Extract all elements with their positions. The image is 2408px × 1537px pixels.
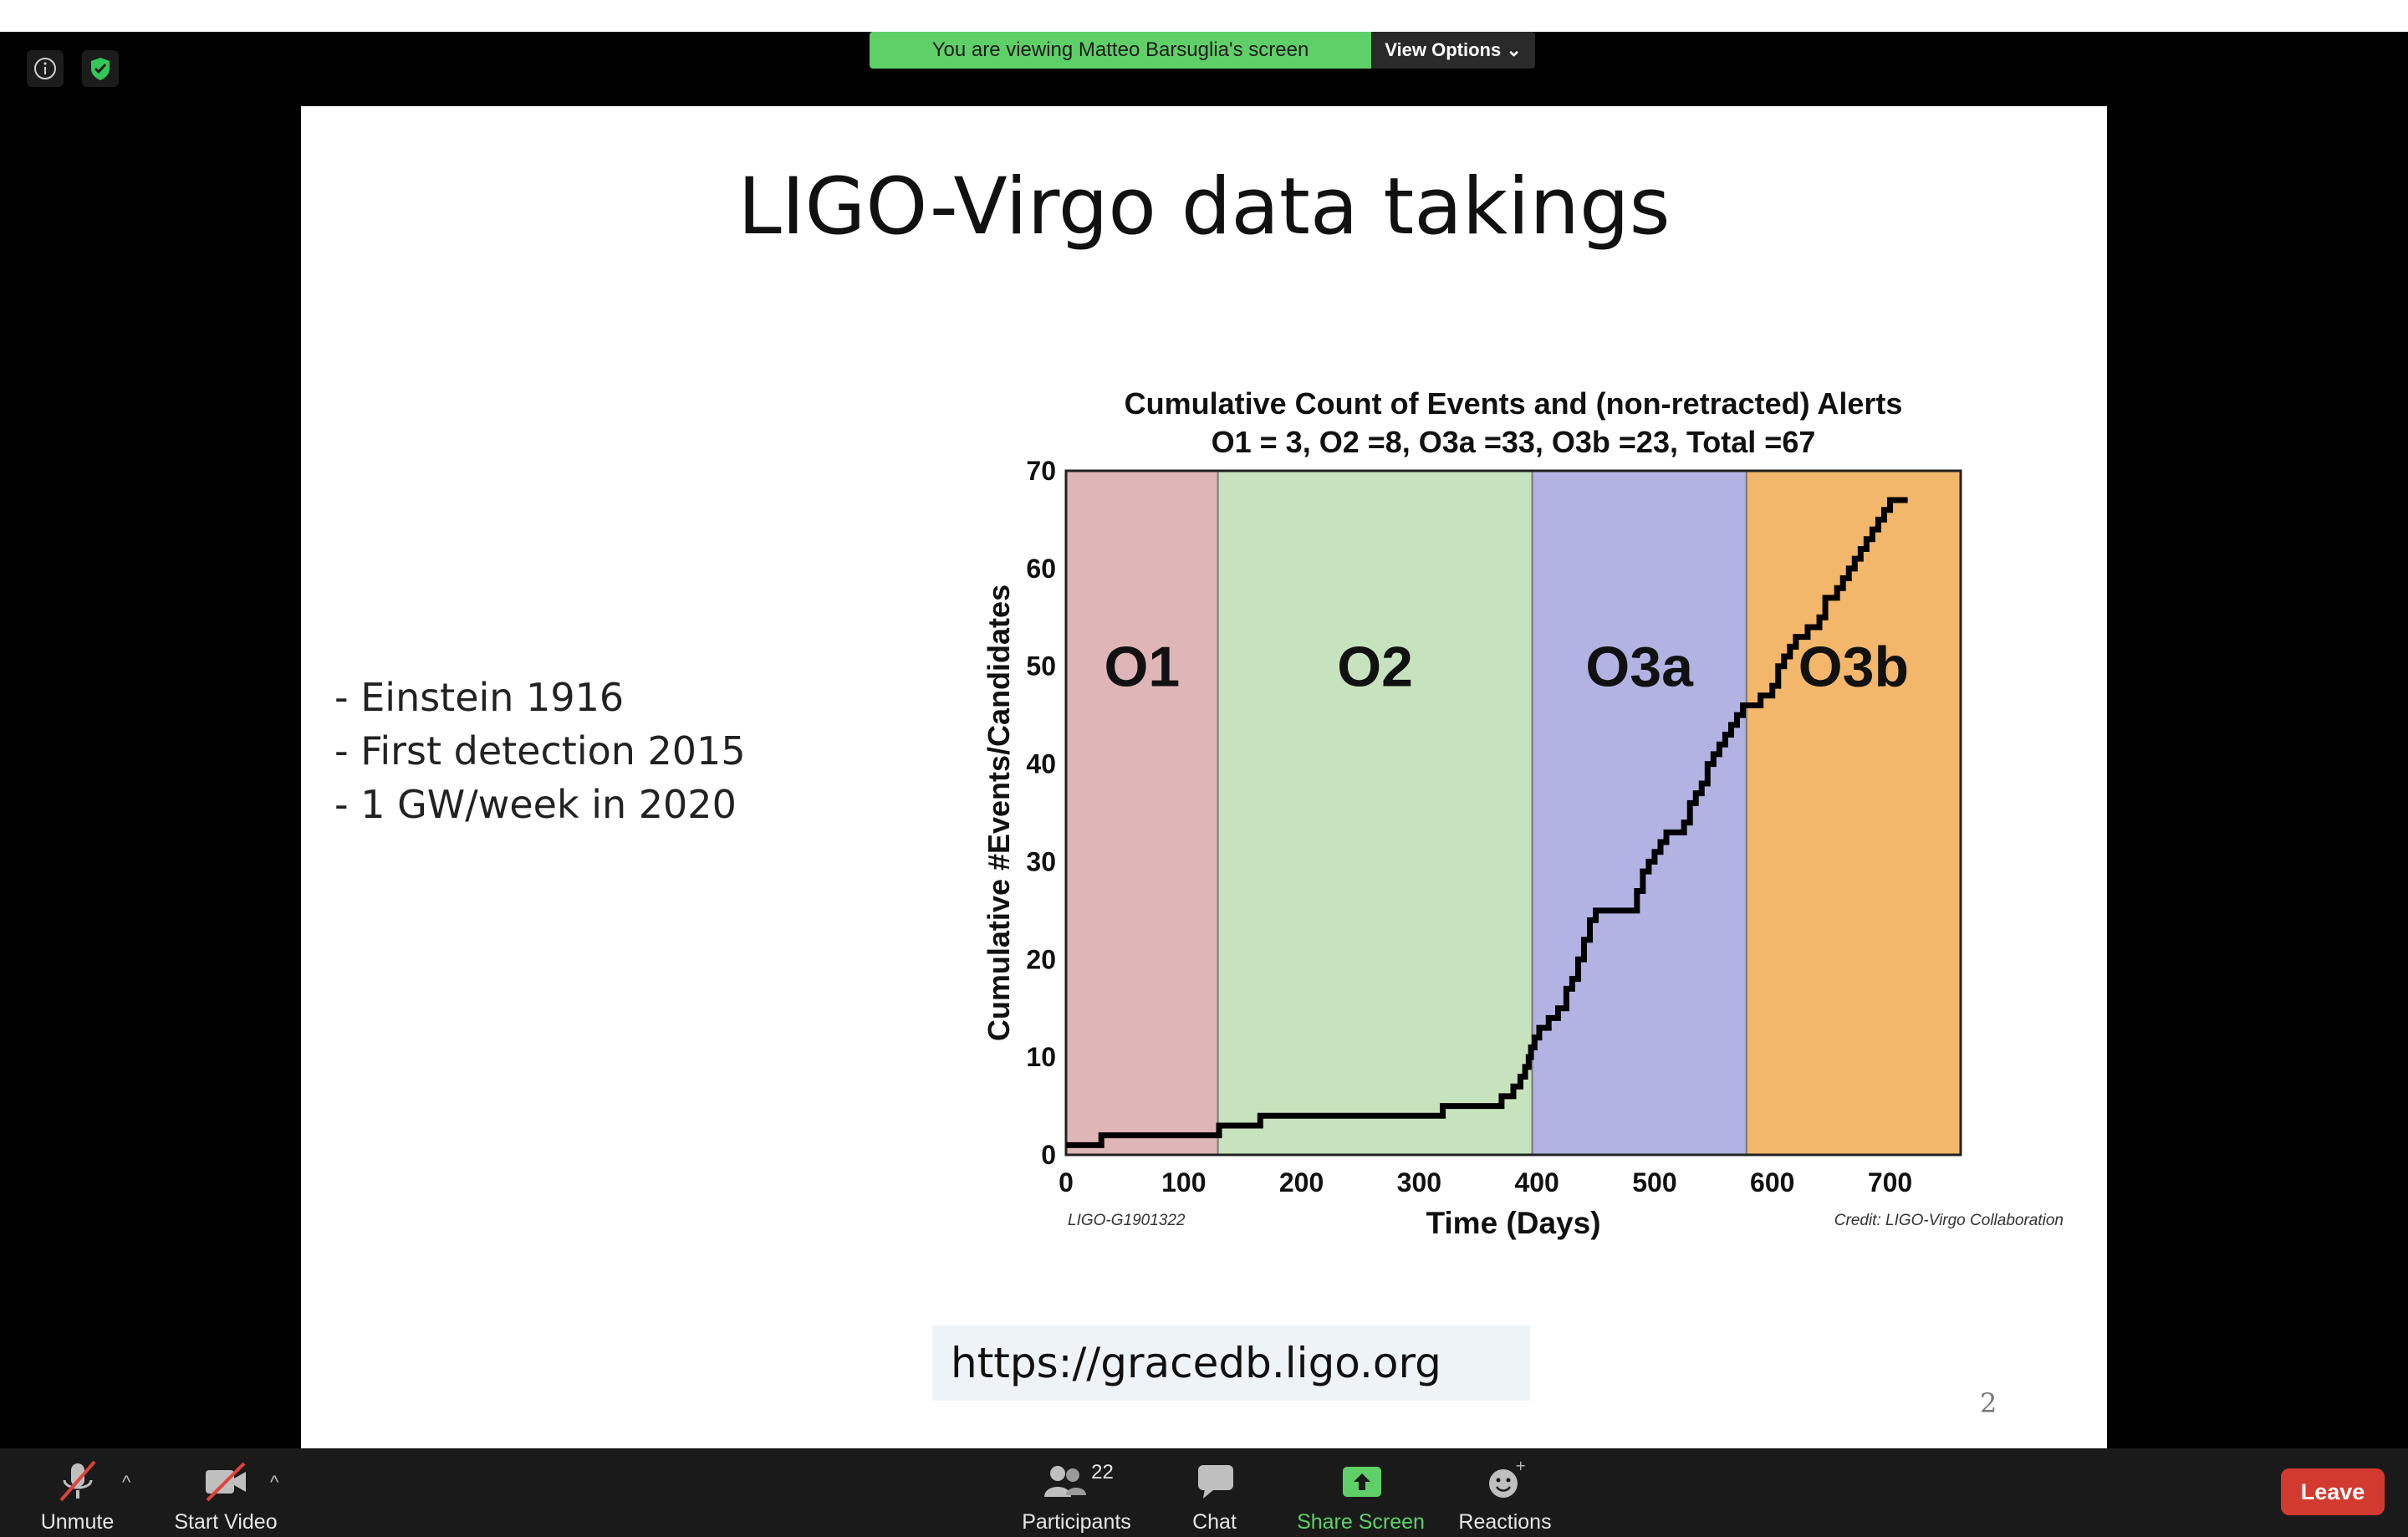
gracedb-url: https://gracedb.ligo.org xyxy=(932,1325,1530,1401)
bullet-list: - Einstein 1916 - First detection 2015 -… xyxy=(334,671,746,831)
viewing-message: You are viewing Matteo Barsuglia's scree… xyxy=(870,32,1371,69)
y-tick-label: 20 xyxy=(1026,944,1056,974)
y-tick-label: 70 xyxy=(1026,456,1056,486)
share-screen-label: Share Screen xyxy=(1297,1510,1425,1534)
slide-page-number: 2 xyxy=(1980,1387,1997,1419)
cumulative-events-chart: O1 O2 O3a O3b 0 100 200 300 400 500 600 700 0 10 20 30 4… xyxy=(982,386,2064,1240)
info-icon[interactable] xyxy=(27,50,64,87)
chat-icon xyxy=(1179,1457,1250,1507)
reactions-icon: + xyxy=(1455,1457,1555,1507)
reactions-label: Reactions xyxy=(1458,1510,1552,1534)
x-tick-label: 300 xyxy=(1397,1167,1441,1197)
video-off-icon xyxy=(167,1457,284,1507)
y-axis-label: Cumulative #Events/Candidates xyxy=(982,585,1016,1041)
region-label: O3b xyxy=(1798,636,1909,699)
y-tick-label: 30 xyxy=(1026,846,1056,876)
chart-footer-left: LIGO-G1901322 xyxy=(1068,1212,1186,1229)
x-axis-label: Time (Days) xyxy=(1426,1206,1600,1240)
participants-count: 22 xyxy=(1091,1461,1114,1483)
participants-label: Participants xyxy=(1022,1510,1131,1534)
view-options-button[interactable]: View Options ⌄ xyxy=(1371,32,1535,69)
y-tick-label: 50 xyxy=(1026,651,1056,682)
x-tick-label: 500 xyxy=(1632,1167,1676,1197)
x-tick-label: 400 xyxy=(1514,1167,1559,1197)
bullet-item: - First detection 2015 xyxy=(334,728,746,774)
region-o2 xyxy=(1217,471,1533,1155)
start-video-button[interactable]: Start Video xyxy=(167,1457,284,1534)
chevron-down-icon: ⌄ xyxy=(1506,39,1522,60)
region-o3a xyxy=(1532,471,1747,1155)
plot-frame xyxy=(1064,469,1962,1157)
region-label: O2 xyxy=(1337,636,1413,699)
chart-title: Cumulative Count of Events and (non-retr… xyxy=(1125,386,1903,421)
chart-footer-right: Credit: LIGO-Virgo Collaboration xyxy=(1834,1212,2064,1229)
top-strip xyxy=(0,0,2408,32)
bullet-item: - Einstein 1916 xyxy=(334,675,625,720)
shared-slide: LIGO-Virgo data takings - Einstein 1916 … xyxy=(301,106,2107,1448)
cumulative-series-line xyxy=(1066,497,1908,1148)
participants-button[interactable]: 22 Participants xyxy=(1016,1457,1137,1534)
bullet-item: - 1 GW/week in 2020 xyxy=(334,782,737,827)
shield-check-icon[interactable] xyxy=(82,50,119,87)
region-label: O3a xyxy=(1585,636,1694,699)
x-tick-label: 200 xyxy=(1279,1167,1324,1197)
y-tick-label: 0 xyxy=(1041,1140,1056,1170)
svg-text:+: + xyxy=(1515,1458,1526,1473)
y-tick-label: 10 xyxy=(1026,1042,1056,1072)
y-tick-label: 60 xyxy=(1026,554,1056,584)
chat-button[interactable]: Chat xyxy=(1179,1457,1250,1534)
view-options-label: View Options xyxy=(1385,39,1502,60)
share-screen-button[interactable]: Share Screen xyxy=(1292,1457,1430,1534)
participants-icon xyxy=(1044,1466,1087,1497)
slide-title: LIGO-Virgo data takings xyxy=(737,161,1671,253)
y-tick-label: 40 xyxy=(1026,749,1056,779)
x-tick-label: 600 xyxy=(1750,1167,1794,1197)
participants-icon-wrap: 22 xyxy=(1016,1457,1137,1507)
x-tick-label: 700 xyxy=(1868,1167,1912,1197)
share-screen-icon xyxy=(1292,1457,1430,1507)
muted-mic-icon xyxy=(33,1457,121,1507)
chart-subtitle: O1 = 3, O2 =8, O3a =33, O3b =23, Total =… xyxy=(1212,425,1816,459)
leave-button[interactable]: Leave xyxy=(2281,1468,2385,1515)
chevron-up-icon[interactable]: ^ xyxy=(270,1472,279,1493)
x-tick-label: 0 xyxy=(1059,1167,1074,1197)
chevron-up-icon[interactable]: ^ xyxy=(122,1472,131,1493)
unmute-label: Unmute xyxy=(40,1510,115,1534)
start-video-label: Start Video xyxy=(174,1510,278,1534)
viewing-banner: You are viewing Matteo Barsuglia's scree… xyxy=(870,32,1535,69)
chat-label: Chat xyxy=(1192,1510,1237,1534)
region-o1 xyxy=(1066,471,1218,1155)
unmute-button[interactable]: Unmute xyxy=(33,1457,121,1534)
region-o3b xyxy=(1746,471,1961,1155)
reactions-button[interactable]: + Reactions xyxy=(1455,1457,1555,1534)
x-tick-label: 100 xyxy=(1161,1167,1206,1197)
meeting-toolbar: Unmute ^ Start Video ^ 22 Participants C… xyxy=(0,1448,2408,1537)
region-label: O1 xyxy=(1104,636,1180,699)
